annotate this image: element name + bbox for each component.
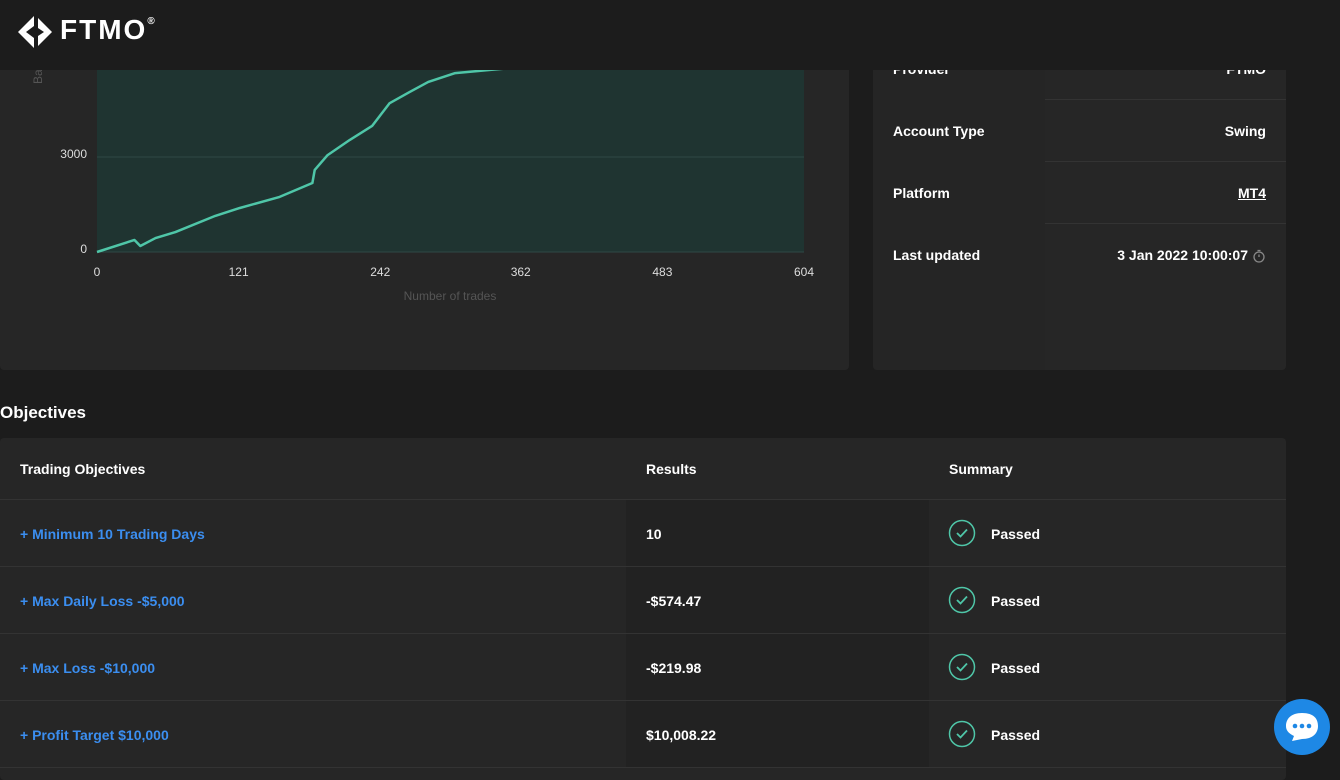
info-value: 3 Jan 2022 10:00:07 [1117,247,1248,263]
objective-link[interactable]: + Profit Target $10,000 [20,727,169,743]
check-icon [948,653,976,681]
result-value: $10,008.22 [646,727,716,743]
objective-link[interactable]: + Minimum 10 Trading Days [20,526,205,542]
x-axis-label: Number of trades [404,289,497,303]
clock-icon [1252,249,1266,263]
info-value[interactable]: MT4 [1238,185,1266,201]
logo-text: FTMO [60,14,147,45]
objective-row: + Minimum 10 Trading Days 10 Passed [0,500,1286,567]
header: FTMO® [0,0,1340,70]
logo-icon [16,14,56,54]
info-label: Platform [893,185,950,201]
objective-link[interactable]: + Max Loss -$10,000 [20,660,155,676]
info-label: Last updated [893,247,980,263]
x-tick-label: 0 [94,265,101,279]
status: Passed [991,593,1040,609]
objective-row: + Profit Target $10,000 $10,008.22 Passed [0,701,1286,768]
y-tick-label: 3000 [60,147,87,161]
objective-row: + Max Loss -$10,000 -$219.98 Passed [0,634,1286,701]
info-row: Platform MT4 [873,161,1286,224]
column-header: Trading Objectives [20,461,145,477]
info-label: Account Type [893,123,985,139]
objectives-table: Trading Objectives Results Summary + Minimu… [0,438,1286,780]
objective-row: + Max Daily Loss -$5,000 -$574.47 Passed [0,567,1286,634]
status: Passed [991,727,1040,743]
x-tick-label: 604 [794,265,814,279]
objective-link[interactable]: + Max Daily Loss -$5,000 [20,593,185,609]
logo[interactable]: FTMO® [60,14,157,46]
logo-mark: ® [147,16,156,27]
results-cell [626,500,929,566]
check-icon [948,519,976,547]
column-header: Summary [949,461,1013,477]
status: Passed [991,526,1040,542]
table-header: Trading Objectives Results Summary [0,438,1286,500]
account-info-card: ProviderFTMOAccount TypeSwingPlatformMT4… [873,37,1286,370]
info-row: Last updated 3 Jan 2022 10:00:07 [873,223,1286,370]
info-row: Account Type Swing [873,99,1286,162]
result-value: 10 [646,526,662,542]
column-header: Results [646,461,697,477]
x-tick-label: 121 [229,265,249,279]
status: Passed [991,660,1040,676]
result-value: -$219.98 [646,660,701,676]
x-tick-label: 362 [511,265,531,279]
check-icon [948,586,976,614]
chat-button[interactable] [1272,697,1332,757]
info-value: Swing [1225,123,1266,139]
result-value: -$574.47 [646,593,701,609]
section-title: Objectives [0,403,86,423]
check-icon [948,720,976,748]
x-tick-label: 483 [652,265,672,279]
label-cell [873,223,1045,370]
x-tick-label: 242 [370,265,390,279]
y-tick-label: 0 [80,242,87,256]
